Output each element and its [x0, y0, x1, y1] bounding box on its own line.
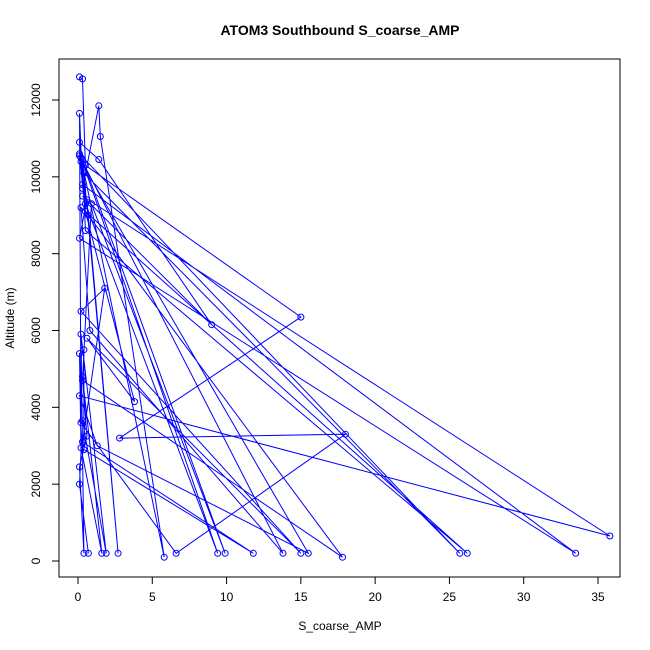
data-point	[80, 549, 88, 557]
data-point	[79, 373, 86, 381]
data-point	[297, 313, 305, 321]
y-tick-label: 10000	[29, 160, 43, 194]
x-tick-label: 15	[294, 590, 308, 604]
data-point	[76, 152, 83, 160]
data-point	[114, 549, 122, 557]
data-point	[76, 234, 83, 242]
data-point	[81, 227, 89, 235]
data-point	[77, 330, 85, 338]
data-point	[606, 532, 614, 540]
data-point	[77, 307, 85, 315]
data-point	[96, 133, 104, 140]
data-point	[76, 109, 83, 117]
data-point	[221, 549, 229, 557]
data-point	[339, 553, 346, 561]
data-point	[77, 419, 85, 427]
data-point	[87, 200, 95, 208]
data-point	[456, 549, 464, 557]
data-point	[208, 321, 216, 329]
data-point	[79, 75, 86, 83]
y-tick-label: 0	[29, 557, 43, 564]
data-point	[172, 549, 180, 557]
data-point	[160, 553, 168, 561]
x-tick-label: 35	[591, 590, 605, 604]
data-point	[77, 154, 85, 162]
x-tick-label: 30	[517, 590, 531, 604]
data-point	[79, 417, 86, 425]
data-point	[93, 442, 101, 450]
data-point	[76, 150, 83, 158]
data-point	[80, 346, 88, 354]
data-point	[83, 432, 91, 440]
data-point	[102, 549, 110, 557]
data-point	[81, 161, 89, 169]
x-tick-label: 10	[220, 590, 234, 604]
data-point	[101, 284, 109, 292]
x-tick-label: 25	[443, 590, 457, 604]
data-point	[76, 463, 83, 471]
chart-title: ATOM3 Southbound S_coarse_AMP	[220, 22, 459, 38]
x-axis: 0 5 10 15 20 25 30 35	[75, 576, 605, 604]
y-tick-label: 4000	[29, 394, 43, 421]
data-point	[77, 204, 85, 212]
data-point	[95, 156, 103, 163]
data-point	[80, 169, 88, 177]
data-point	[116, 434, 124, 442]
y-tick-label: 2000	[29, 470, 43, 497]
x-axis-title: S_coarse_AMP	[298, 619, 381, 633]
data-point	[249, 549, 257, 557]
data-point	[572, 549, 580, 557]
data-point	[341, 430, 349, 438]
data-point	[463, 549, 471, 557]
data-point	[83, 334, 91, 342]
data-point	[95, 102, 103, 110]
data-point	[84, 549, 92, 557]
data-point	[81, 207, 89, 215]
data-point	[76, 392, 83, 400]
y-tick-label: 12000	[29, 83, 43, 117]
data-point	[86, 327, 94, 334]
x-tick-label: 5	[149, 590, 156, 604]
series-layer	[76, 73, 614, 561]
data-point	[83, 196, 91, 204]
data-point	[79, 181, 86, 188]
data-point	[304, 549, 312, 557]
data-point	[79, 376, 86, 384]
y-tick-label: 6000	[29, 317, 43, 344]
data-point	[79, 192, 86, 200]
y-tick-label: 8000	[29, 240, 43, 267]
y-axis: 0 2000 4000 6000 8000 10000 12000	[29, 83, 60, 564]
data-point	[76, 350, 83, 358]
series-line	[78, 76, 611, 558]
data-point	[279, 549, 287, 557]
data-point	[76, 138, 83, 146]
x-tick-label: 0	[75, 590, 82, 604]
data-point	[77, 444, 85, 452]
y-axis-title: Altitude (m)	[3, 287, 17, 348]
data-point	[131, 398, 138, 406]
data-point	[76, 480, 83, 488]
data-point	[79, 184, 86, 192]
data-point	[214, 549, 222, 557]
data-point	[98, 549, 106, 557]
x-tick-label: 20	[368, 590, 382, 604]
data-point	[297, 549, 305, 557]
